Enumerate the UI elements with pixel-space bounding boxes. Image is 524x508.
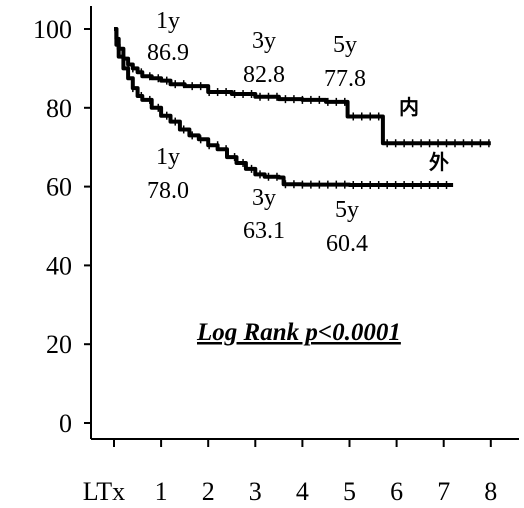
x-tick-label: 2 — [202, 477, 215, 506]
annotation-year-label: 1y — [156, 144, 180, 170]
x-tick-label: 1 — [155, 477, 168, 506]
y-tick-label: 0 — [59, 409, 72, 438]
tick-labels: 0 20 40 60 80 100 LTx 1 2 3 4 5 6 7 8 — [33, 15, 497, 506]
annotation-year-label: 3y — [252, 28, 276, 54]
series-label-outer: 外 — [429, 150, 449, 174]
annotation-value-label: 63.1 — [243, 218, 285, 244]
series-label-inner: 内 — [399, 95, 419, 119]
annotation-value-label: 86.9 — [147, 40, 189, 66]
series-line-outer — [114, 27, 454, 187]
annotation-year-label: 5y — [333, 32, 357, 58]
value-annotations: 1y 86.9 3y 82.8 5y 77.8 1y 78.0 3y 63.1 5y 60.4 — [147, 8, 368, 257]
annotation-value-label: 82.8 — [243, 62, 285, 88]
axes — [84, 6, 519, 447]
annotation-year-label: 5y — [335, 197, 359, 223]
x-tick-label: 8 — [484, 477, 497, 506]
x-tick-label: 4 — [296, 477, 309, 506]
annotation-value-label: 77.8 — [324, 66, 366, 92]
series-lines — [114, 27, 491, 190]
annotation-year-label: 1y — [156, 8, 180, 34]
log-rank-annotation: Log Rank p<0.0001 — [196, 319, 401, 346]
x-tick-label: 6 — [390, 477, 403, 506]
annotation-year-label: 3y — [252, 185, 276, 211]
annotation-value-label: 60.4 — [326, 231, 368, 257]
x-tick-label: LTx — [83, 477, 125, 506]
x-tick-label: 7 — [437, 477, 450, 506]
x-tick-label: 5 — [343, 477, 356, 506]
y-tick-label: 60 — [46, 173, 72, 202]
annotation-value-label: 78.0 — [147, 178, 189, 204]
y-tick-label: 40 — [46, 251, 72, 280]
y-tick-label: 20 — [46, 330, 72, 359]
series-line-inner — [114, 27, 491, 146]
x-tick-label: 3 — [249, 477, 262, 506]
y-tick-label: 80 — [46, 94, 72, 123]
y-tick-label: 100 — [33, 15, 72, 44]
